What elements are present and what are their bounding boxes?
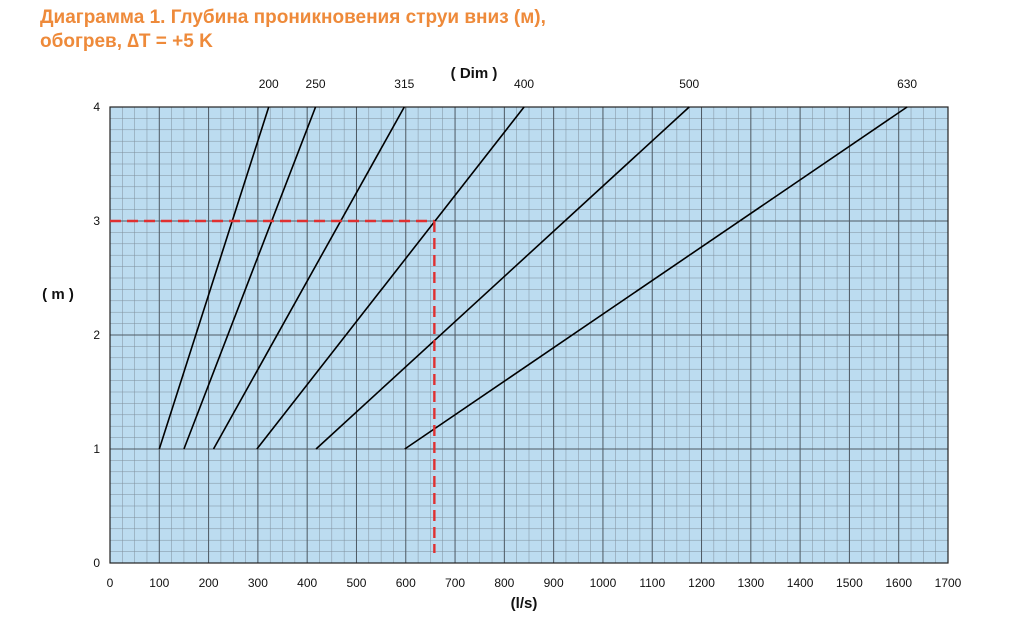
- x-tick-label: 0: [107, 576, 114, 590]
- series-label-400: 400: [514, 77, 534, 91]
- x-tick-label: 1700: [935, 576, 962, 590]
- x-tick-label: 100: [149, 576, 169, 590]
- series-lines: [158, 106, 908, 450]
- x-tick-label: 1300: [737, 576, 764, 590]
- x-tick-label: 900: [544, 576, 564, 590]
- series-label-315: 315: [394, 77, 414, 91]
- series-line-630: [404, 106, 908, 450]
- x-tick-label: 1400: [787, 576, 814, 590]
- series-line-500: [315, 106, 690, 450]
- x-tick-label: 1000: [590, 576, 617, 590]
- y-tick-label: 4: [93, 100, 100, 114]
- x-tick-label: 500: [346, 576, 366, 590]
- top-axis-label: ( Dim ): [451, 65, 498, 82]
- y-tick-label: 2: [93, 328, 100, 342]
- x-tick-label: 200: [199, 576, 219, 590]
- x-tick-label: 800: [494, 576, 514, 590]
- y-tick-label: 3: [93, 214, 100, 228]
- x-tick-label: 600: [396, 576, 416, 590]
- chart-title-line-2: обогрев, ∆T = +5 K: [40, 31, 213, 52]
- x-tick-label: 1500: [836, 576, 863, 590]
- x-axis-label: (l/s): [511, 595, 538, 612]
- series-label-200: 200: [259, 77, 279, 91]
- series-label-500: 500: [679, 77, 699, 91]
- chart-title: Диаграмма 1. Глубина проникновения струи…: [40, 6, 546, 54]
- y-tick-label: 1: [93, 442, 100, 456]
- x-tick-label: 1100: [639, 576, 665, 590]
- guide-lines: [110, 219, 436, 553]
- series-label-250: 250: [306, 77, 326, 91]
- y-tick-label: 0: [93, 556, 100, 570]
- x-tick-label: 300: [248, 576, 268, 590]
- plot-frame: [109, 106, 949, 564]
- series-line-400: [256, 106, 525, 450]
- axis-labels: 200 250 315 400 500 630 0 100 200 300 400 500 600 700…: [93, 77, 961, 590]
- chart-title-line-1: Диаграмма 1. Глубина проникновения струи…: [40, 7, 546, 28]
- x-tick-label: 400: [297, 576, 317, 590]
- series-line-315: [212, 106, 405, 450]
- x-tick-label: 1200: [688, 576, 715, 590]
- x-tick-label: 700: [445, 576, 465, 590]
- x-tick-label: 1600: [885, 576, 912, 590]
- series-line-250: [183, 106, 317, 450]
- y-axis-label: ( m ): [42, 286, 74, 303]
- series-line-200: [158, 106, 270, 450]
- series-label-630: 630: [897, 77, 917, 91]
